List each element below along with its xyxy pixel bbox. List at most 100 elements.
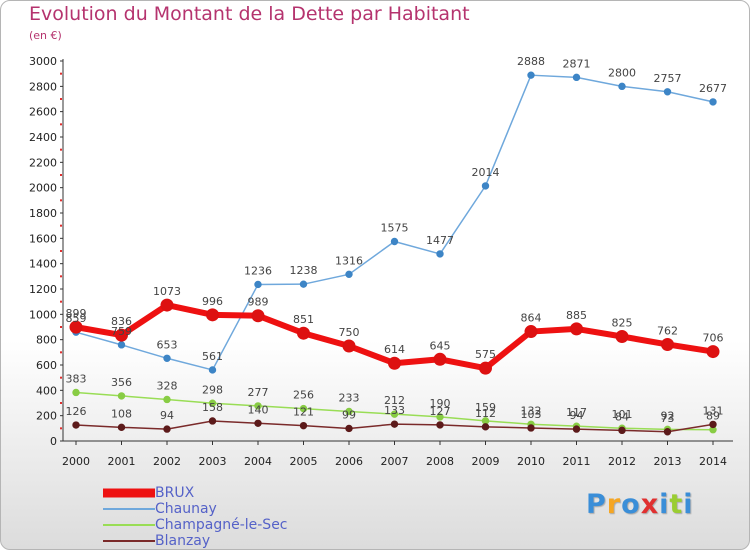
data-point-chaunay	[390, 237, 399, 246]
chart-title: Evolution du Montant de la Dette par Hab…	[29, 3, 470, 25]
y-minor-tick	[60, 351, 62, 354]
data-point-blanzay	[709, 420, 717, 429]
y-minor-tick	[60, 427, 62, 430]
y-minor-tick	[60, 98, 62, 100]
x-tick-label: 2008	[426, 455, 454, 468]
y-minor-tick	[60, 174, 62, 176]
data-point-brux	[388, 356, 401, 370]
y-tick-label: 1000	[29, 308, 57, 321]
data-point-chaunay	[527, 71, 535, 79]
data-point-champagn-le-sec	[163, 395, 171, 404]
data-label-blanzay: 158	[202, 401, 223, 414]
data-label-chaunay: 1575	[381, 222, 409, 235]
data-point-blanzay	[436, 421, 444, 429]
data-label-brux: 645	[430, 339, 451, 352]
data-label-chaunay: 1236	[244, 264, 272, 277]
data-label-brux: 762	[657, 324, 678, 337]
data-point-chaunay	[117, 341, 126, 349]
legend-swatch	[103, 540, 155, 542]
data-point-champagn-le-sec	[436, 413, 444, 421]
data-label-champagn-le-sec: 190	[430, 397, 451, 410]
data-point-champagn-le-sec	[345, 407, 353, 416]
logo-letter: i	[683, 489, 694, 520]
data-label-champagn-le-sec: 328	[157, 379, 178, 392]
data-point-brux	[115, 328, 128, 342]
data-label-brux: 885	[566, 309, 587, 322]
logo-letter: x	[640, 489, 660, 520]
data-point-blanzay	[390, 420, 399, 428]
y-minor-tick	[60, 275, 62, 278]
data-label-brux: 836	[111, 315, 132, 328]
x-tick-label: 2007	[381, 455, 409, 468]
data-label-champagn-le-sec: 277	[248, 386, 269, 399]
y-tick-label: 2400	[29, 131, 57, 144]
data-point-chaunay	[254, 280, 262, 289]
data-label-chaunay: 2757	[654, 72, 682, 85]
y-tick-label: 800	[36, 334, 57, 347]
logo-letter: t	[669, 489, 684, 520]
y-minor-tick	[60, 300, 62, 303]
y-minor-tick	[60, 123, 62, 126]
data-label-blanzay: 127	[430, 405, 451, 418]
legend-swatch	[103, 524, 155, 526]
data-label-brux: 614	[384, 343, 405, 356]
data-label-chaunay: 1238	[290, 264, 318, 277]
data-label-champagn-le-sec: 92	[661, 409, 675, 422]
legend-swatch	[103, 508, 155, 510]
data-point-brux	[479, 361, 492, 375]
legend-label: Blanzay	[155, 533, 211, 549]
y-tick-label: 1400	[29, 258, 57, 271]
y-tick-label: 0	[50, 435, 57, 448]
chart-data-labels: 899 836 1073 996 989 851 750 614 645 575 864 885 825…	[66, 55, 728, 425]
legend-label: Champagné-le-Sec	[155, 517, 288, 533]
x-tick-label: 2000	[62, 455, 90, 468]
y-tick-label: 600	[36, 359, 57, 372]
data-label-chaunay: 759	[111, 325, 132, 338]
y-tick-label: 2600	[29, 106, 57, 119]
data-label-champagn-le-sec: 298	[202, 383, 223, 396]
y-tick-label: 400	[36, 384, 57, 397]
data-point-blanzay	[345, 424, 353, 433]
y-minor-tick	[60, 72, 62, 75]
y-tick-label: 1800	[29, 207, 57, 220]
y-minor-tick	[60, 148, 62, 151]
data-point-blanzay	[72, 421, 80, 429]
y-tick-label: 1200	[29, 283, 57, 296]
data-point-blanzay	[663, 428, 672, 436]
x-tick-label: 2004	[244, 455, 272, 468]
chart-axes: 0 200 400 600 800 1000 1200 1400 1600 1800 2000 220…	[29, 55, 733, 468]
data-point-chaunay	[709, 98, 717, 106]
x-tick-label: 2001	[108, 455, 136, 468]
x-tick-label: 2011	[563, 455, 591, 468]
data-label-champagn-le-sec: 212	[384, 394, 405, 407]
data-label-brux: 706	[703, 332, 724, 345]
logo-letter: P	[586, 489, 607, 520]
chart-legend: BRUX Chaunay Champagné-le-Sec Blanzay	[103, 485, 363, 549]
logo-letter: r	[606, 489, 622, 520]
y-minor-tick	[60, 250, 62, 252]
data-point-brux	[570, 322, 583, 336]
y-tick-label: 3000	[29, 55, 57, 68]
data-label-champagn-le-sec: 159	[475, 401, 496, 414]
data-label-blanzay: 131	[703, 404, 724, 417]
data-point-brux	[206, 308, 219, 322]
data-point-chaunay	[299, 280, 308, 288]
data-point-champagn-le-sec	[117, 392, 126, 400]
y-minor-tick	[60, 199, 62, 202]
data-point-blanzay	[618, 426, 626, 435]
data-label-chaunay: 859	[66, 312, 87, 325]
data-point-chaunay	[208, 366, 217, 374]
data-label-brux: 750	[339, 326, 360, 339]
data-label-chaunay: 2014	[472, 166, 500, 179]
data-label-brux: 989	[248, 296, 269, 309]
data-point-chaunay	[663, 88, 672, 96]
data-point-brux	[160, 298, 174, 312]
legend-item-chaunay: Chaunay	[103, 501, 363, 517]
legend-label: BRUX	[155, 485, 195, 501]
data-point-champagn-le-sec	[390, 410, 399, 418]
logo-letter: o	[621, 489, 641, 520]
y-tick-label: 1600	[29, 232, 57, 245]
data-point-champagn-le-sec	[72, 388, 80, 397]
data-label-blanzay: 103	[521, 408, 542, 421]
